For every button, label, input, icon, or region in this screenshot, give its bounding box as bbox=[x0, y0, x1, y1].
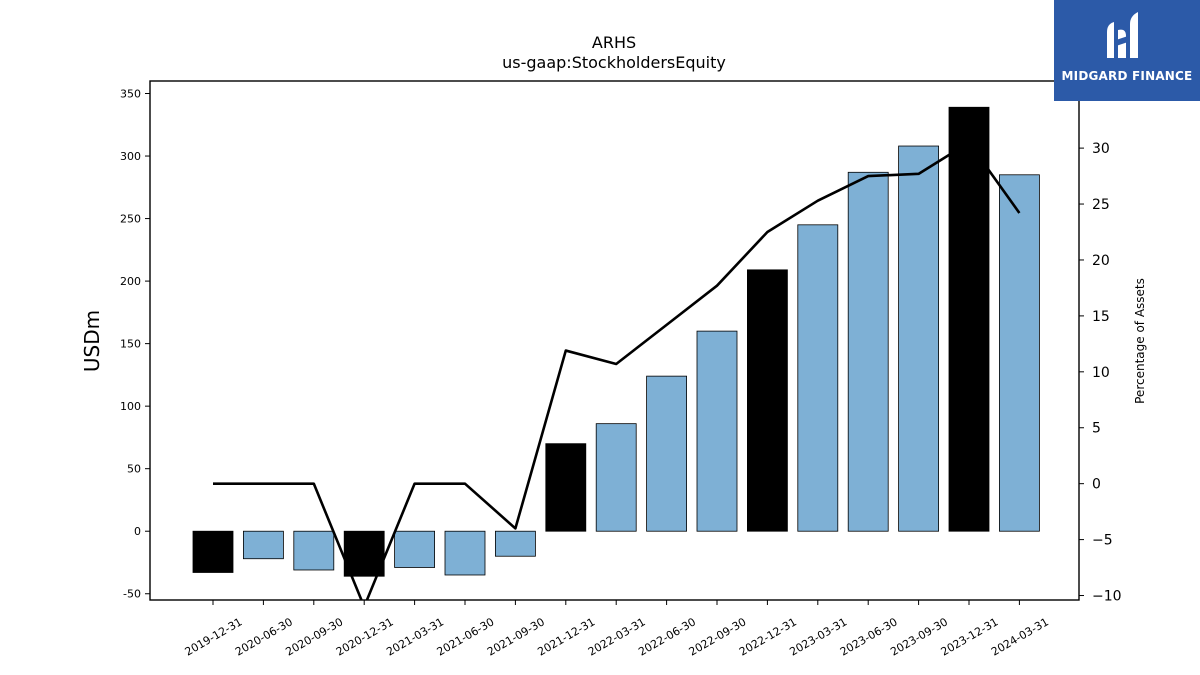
y-axis-label: USDm bbox=[80, 310, 104, 372]
bar bbox=[394, 530, 436, 568]
y2-tick-label: 15 bbox=[1092, 309, 1110, 325]
bar bbox=[293, 530, 335, 571]
bar bbox=[494, 530, 536, 557]
y-tick-label: 0 bbox=[134, 525, 141, 538]
y2-tick-label: 5 bbox=[1092, 421, 1101, 437]
y2-tick-label: 10 bbox=[1092, 365, 1110, 381]
y-tick-label: 150 bbox=[120, 338, 141, 351]
plot-area: -50 0 50 100 150 200 250 300 350 −10 −5 0 5 10 15 20 25 3… bbox=[120, 80, 1122, 659]
bar bbox=[545, 443, 587, 532]
y-tick-label: 300 bbox=[120, 150, 141, 163]
x-tick-label: 2024-03-31 bbox=[989, 615, 1051, 658]
y2-tick-label: 20 bbox=[1092, 253, 1110, 269]
bar bbox=[192, 530, 234, 573]
y-tick-label: 350 bbox=[120, 88, 141, 101]
y2-tick-label: 30 bbox=[1092, 141, 1110, 157]
brand-logo: MIDGARD FINANCE bbox=[1054, 0, 1200, 101]
chart-subtitle: us-gaap:StockholdersEquity bbox=[502, 53, 726, 72]
bar bbox=[948, 106, 990, 532]
bar bbox=[999, 174, 1040, 532]
chart-title: ARHS bbox=[592, 33, 636, 52]
bar bbox=[343, 530, 385, 577]
plot-frame bbox=[149, 80, 1080, 601]
bar bbox=[797, 224, 839, 532]
series-line bbox=[213, 141, 1021, 600]
y2-tick-label: −5 bbox=[1092, 533, 1113, 549]
bar bbox=[595, 423, 637, 532]
y2-tick-label: −10 bbox=[1092, 589, 1122, 605]
bar bbox=[444, 530, 486, 576]
y-tick-label: 50 bbox=[127, 463, 141, 476]
bar bbox=[898, 145, 939, 532]
logo-text: MIDGARD FINANCE bbox=[1061, 69, 1193, 83]
logo-icon bbox=[1107, 12, 1138, 58]
y-tick-label: -50 bbox=[123, 588, 141, 601]
y2-axis-label: Percentage of Assets bbox=[1133, 278, 1147, 404]
bar bbox=[847, 171, 889, 532]
bar bbox=[747, 269, 788, 532]
y-tick-label: 100 bbox=[120, 400, 141, 413]
y-tick-label: 200 bbox=[120, 275, 141, 288]
bar bbox=[242, 530, 284, 560]
y2-tick-label: 25 bbox=[1092, 197, 1110, 213]
bar bbox=[696, 330, 738, 532]
bar bbox=[646, 375, 687, 532]
y2-tick-label: 0 bbox=[1092, 477, 1101, 493]
y-tick-label: 250 bbox=[120, 213, 141, 226]
